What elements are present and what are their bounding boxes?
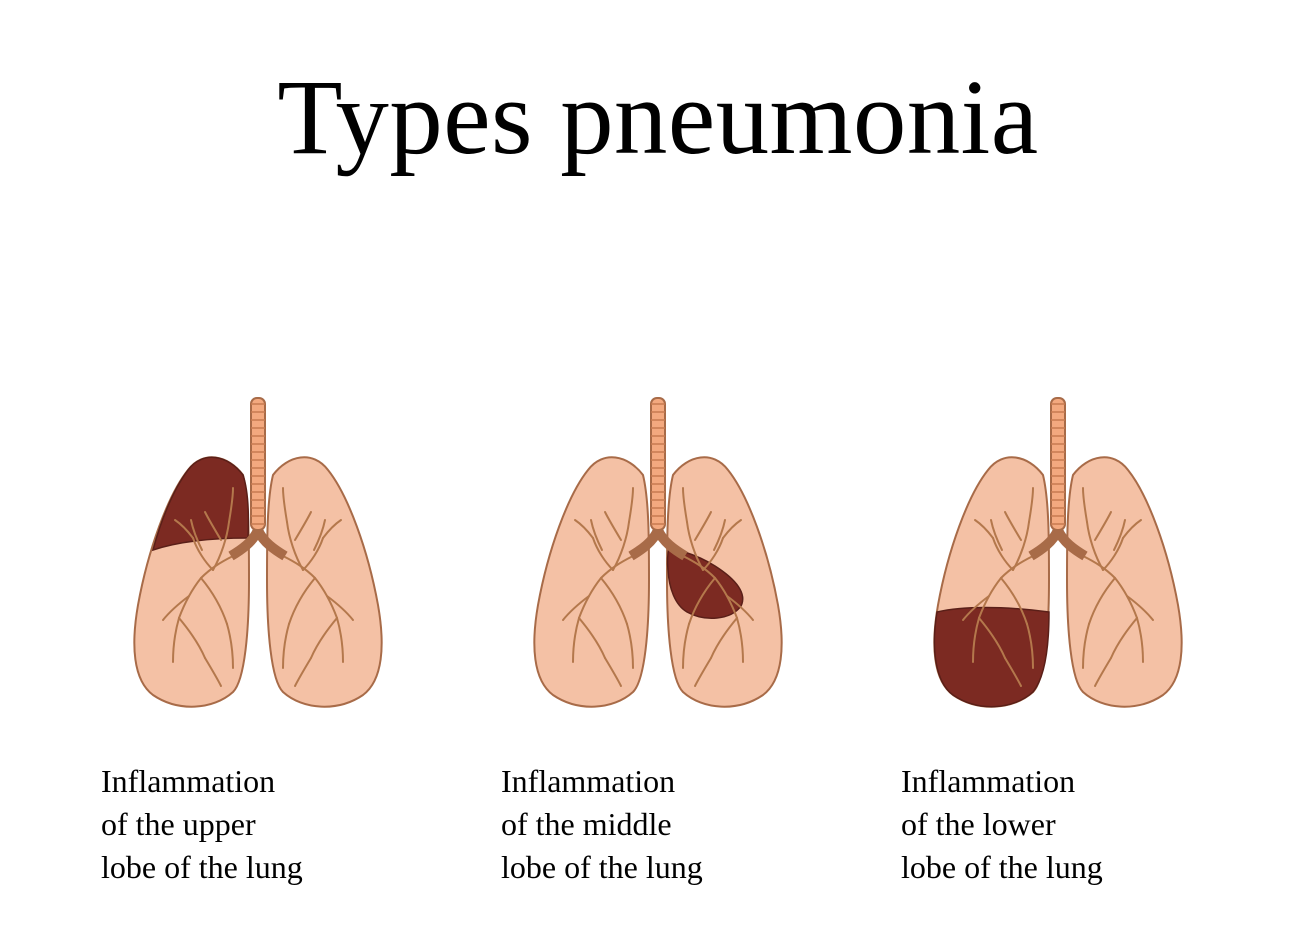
panel-upper-lobe: Inflammation of the upper lobe of the lu…: [93, 380, 423, 890]
page-title: Types pneumonia: [0, 60, 1316, 177]
lungs-illustration-middle: [493, 380, 823, 720]
panel-lower-lobe: Inflammation of the lower lobe of the lu…: [893, 380, 1223, 890]
caption-lower: Inflammation of the lower lobe of the lu…: [893, 760, 1103, 890]
panel-middle-lobe: Inflammation of the middle lobe of the l…: [493, 380, 823, 890]
lungs-illustration-upper: [93, 380, 423, 720]
panels-row: Inflammation of the upper lobe of the lu…: [0, 380, 1316, 890]
caption-middle: Inflammation of the middle lobe of the l…: [493, 760, 703, 890]
lungs-illustration-lower: [893, 380, 1223, 720]
caption-upper: Inflammation of the upper lobe of the lu…: [93, 760, 303, 890]
infographic-canvas: Types pneumonia Inflammation of the uppe…: [0, 0, 1316, 946]
